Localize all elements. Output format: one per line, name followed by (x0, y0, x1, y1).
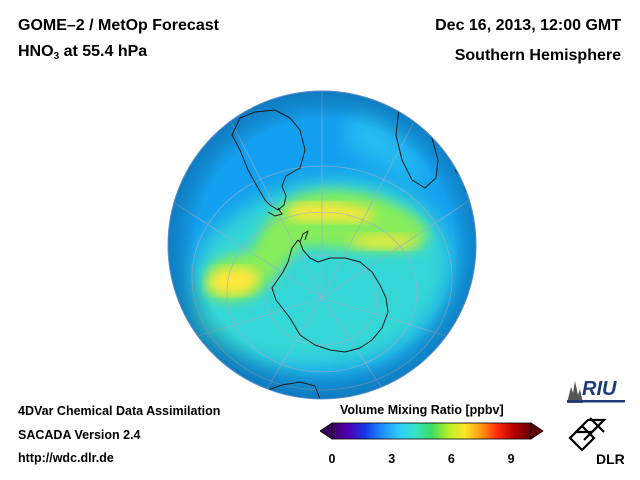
footer-version: SACADA Version 2.4 (18, 428, 141, 442)
footer-method: 4DVar Chemical Data Assimilation (18, 404, 221, 418)
colorbar-tick-label: 0 (328, 452, 336, 466)
colorbar-tick-label: 6 (447, 452, 455, 466)
dlr-logo: DLR (568, 417, 624, 467)
species-subscript: 3 (53, 51, 60, 62)
riu-logo-text: RIU (582, 378, 617, 400)
colorbar-tick-label: 3 (388, 452, 396, 466)
colorbar-min-arrow (320, 422, 333, 440)
riu-logo-underline (567, 400, 625, 403)
pressure-level: at 55.4 hPa (63, 43, 148, 60)
globe-outline (167, 90, 477, 400)
forecast-datetime: Dec 16, 2013, 12:00 GMT (435, 17, 621, 34)
riu-logo: RIU (567, 378, 625, 403)
species-name: HNO (18, 43, 54, 60)
species-level-label: HNO3 at 55.4 hPa (18, 43, 148, 62)
colorbar-max-arrow (530, 422, 544, 440)
colorbar (320, 422, 544, 440)
footer-url[interactable]: http://wdc.dlr.de (18, 451, 114, 465)
colorbar-tick-label: 9 (507, 452, 515, 466)
dlr-logo-text: DLR (596, 451, 624, 467)
colorbar-gradient (331, 422, 532, 440)
region-label: Southern Hemisphere (454, 47, 621, 64)
map-title: GOME–2 / MetOp Forecast (18, 17, 219, 34)
riu-logo-mark (567, 381, 583, 403)
dlr-logo-mark (568, 417, 607, 452)
globe-map (167, 90, 477, 400)
colorbar-title: Volume Mixing Ratio [ppbv] (340, 403, 504, 417)
globe-shading (168, 91, 476, 399)
